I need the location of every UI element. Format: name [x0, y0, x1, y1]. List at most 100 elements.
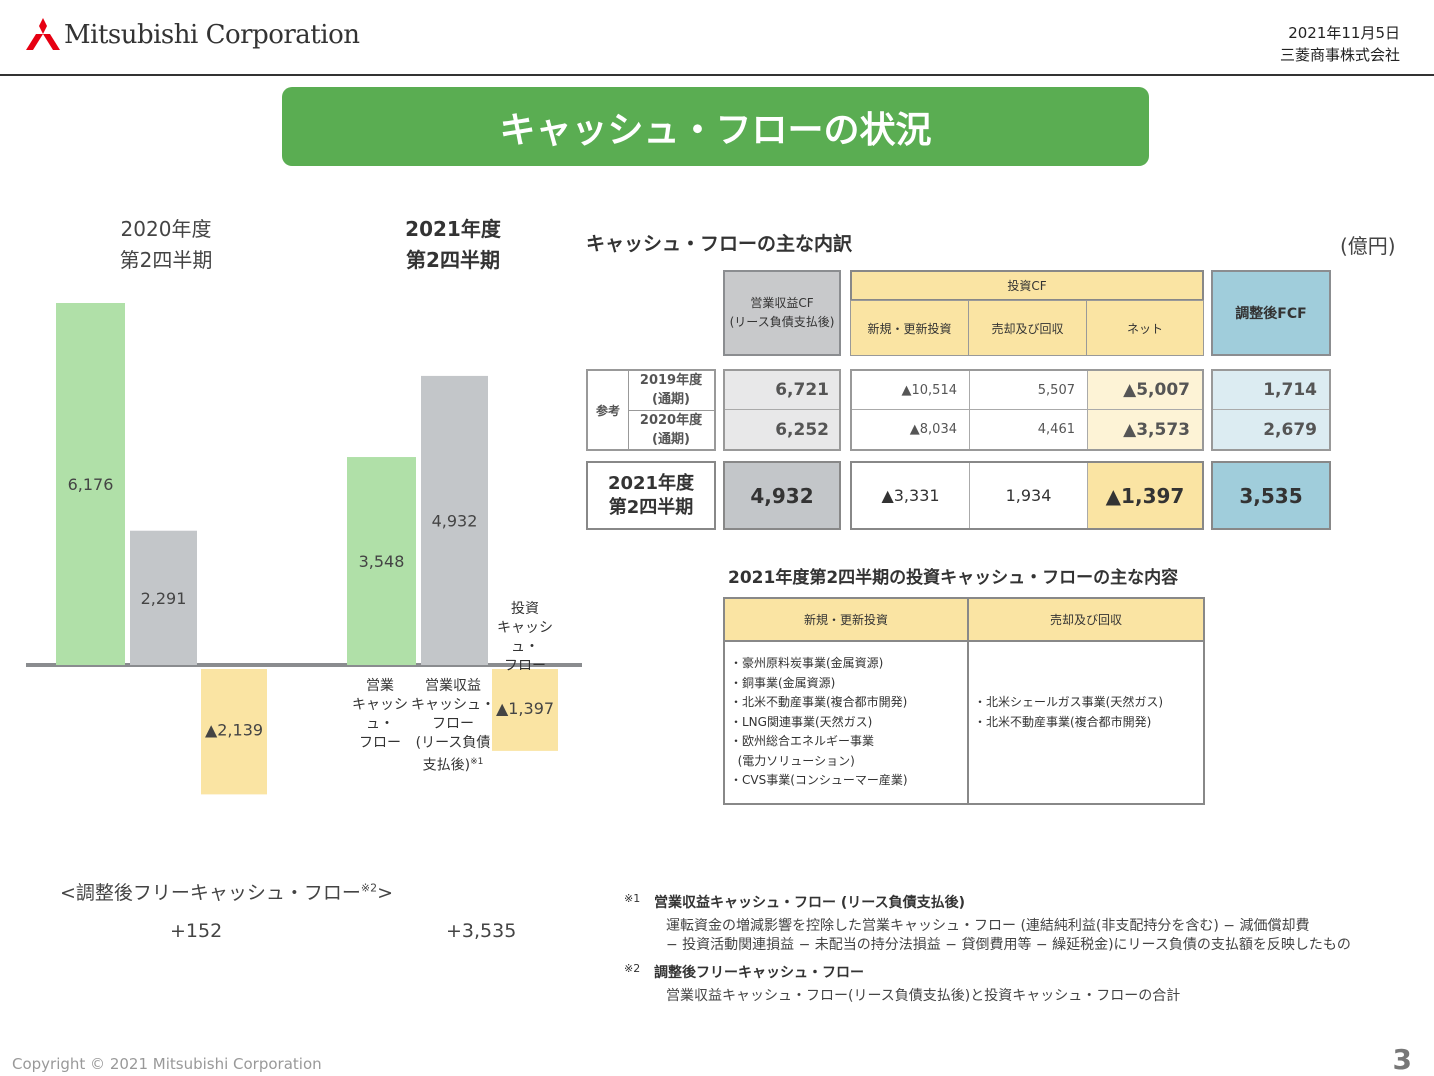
row-2019-label: 2019年度 (通期) — [628, 371, 714, 411]
page-number: 3 — [1392, 1043, 1412, 1076]
cash-flow-bar-chart: 6,176 2,291 ▲2,139 3,548 4,932 ▲1,397 — [26, 303, 582, 795]
note1-body: 運転資金の増減影響を控除した営業キャッシュ・フロー (連結純利益(非支配持分を含… — [666, 917, 1351, 955]
three-diamonds-logo-icon — [26, 18, 60, 50]
category-label-op-income-cf: 営業収益 キャッシュ・ フロー (リース負債 支払後)※1 — [408, 677, 498, 776]
header-adjusted-fcf: 調整後FCF — [1211, 270, 1331, 356]
row-2020-label1: 2020年度 — [639, 413, 703, 428]
data-label-0-1: 3,548 — [359, 552, 405, 571]
fcf-reference-box: 1,714 2,679 — [1211, 369, 1331, 451]
header-operating-income-cf: 営業収益CF (リース負債支払後) — [723, 270, 841, 356]
inv-sale-list: ・北米シェールガス事業(天然ガス) ・北米不動産事業(複合都市開発) — [974, 693, 1163, 732]
cat-inv-line2: キャッシュ・ — [497, 620, 553, 655]
net-current: ▲1,397 — [1088, 463, 1202, 528]
list-item: ・欧州総合エネルギー事業 — [730, 734, 875, 748]
sale-recovery-2019: 5,507 — [970, 371, 1088, 410]
note1-line1: 運転資金の増減影響を控除した営業キャッシュ・フロー (連結純利益(非支配持分を含… — [666, 918, 1310, 934]
cat-opi-line5-text: 支払後) — [422, 757, 471, 774]
bar-op-income-cf-1 — [421, 375, 488, 665]
page-header: Mitsubishi Corporation 2021年11月5日 三菱商事株式… — [0, 0, 1434, 76]
copyright-text: Copyright © 2021 Mitsubishi Corporation — [12, 1055, 322, 1073]
header-new-investment: 新規・更新投資 — [850, 300, 969, 356]
investments-title: 2021年度第2四半期の投資キャッシュ・フローの主な内容 — [728, 568, 1179, 588]
opcf-2020: 6,252 — [775, 419, 829, 440]
bar-investing-cf-1 — [492, 669, 558, 751]
fcf-current: 3,535 — [1211, 461, 1331, 530]
note2-body: 営業収益キャッシュ・フロー(リース負債支払後)と投資キャッシュ・フローの合計 — [666, 988, 1181, 1004]
row-2020-label2: (通期) — [652, 432, 690, 447]
page-title: キャッシュ・フローの状況 — [282, 87, 1149, 166]
breakdown-title: キャッシュ・フローの主な内訳 — [586, 233, 853, 255]
cat-inv-line1: 投資 — [511, 601, 539, 617]
cat-opi-line1: 営業収益 — [425, 678, 481, 694]
cat-opi-line5: 支払後)※1 — [408, 753, 498, 776]
category-label-investing-cf: 投資 キャッシュ・ フロー — [485, 600, 565, 676]
cat-opi-line2: キャッシュ・ — [411, 697, 495, 713]
cat-op-line2: キャッシュ・ — [352, 697, 408, 732]
inv-new-column: ・豪州原料炭事業(金属資源) ・銅事業(金属資源) ・北米不動産事業(複合都市開… — [725, 642, 969, 803]
list-item: ・北米シェールガス事業(天然ガス) — [974, 695, 1164, 709]
category-label-operating-cf: 営業 キャッシュ・ フロー — [343, 677, 417, 753]
cat-opi-line3: フロー — [432, 716, 474, 732]
inv-new-list: ・豪州原料炭事業(金属資源) ・銅事業(金属資源) ・北米不動産事業(複合都市開… — [730, 654, 908, 791]
data-label-0-0: 6,176 — [68, 475, 114, 494]
cat-op-line3: フロー — [359, 735, 401, 751]
list-item: ・北米不動産事業(複合都市開発) — [974, 714, 1152, 729]
company-name: 三菱商事株式会社 — [1279, 46, 1400, 64]
inv-header-sale: 売却及び回収 — [969, 599, 1203, 642]
investing-current-box: ▲3,331 1,934 ▲1,397 — [850, 461, 1204, 530]
period-2021-quarter: 第2四半期 — [406, 248, 500, 272]
opcf-2019: 6,721 — [725, 371, 839, 410]
net-2020: ▲3,573 — [1088, 410, 1202, 449]
header-sale-recovery: 売却及び回収 — [968, 300, 1087, 356]
bar-operating-cf-1 — [347, 457, 416, 665]
bar-operating-cf-0 — [56, 303, 125, 665]
list-item: ・CVS事業(コンシューマー産業) — [730, 773, 908, 787]
company-logo-text: Mitsubishi Corporation — [64, 20, 360, 50]
row-current-label1: 2021年度 — [607, 472, 695, 494]
period-label-2020: 2020年度 第2四半期 — [86, 214, 246, 276]
fcf-2019: 1,714 — [1213, 371, 1329, 410]
net-2019: ▲5,007 — [1088, 371, 1202, 410]
reference-label: 参考 — [588, 371, 629, 449]
list-item: ・LNG関連事業(天然ガス) — [730, 714, 873, 729]
header-divider — [0, 74, 1434, 76]
period-label-2021: 2021年度 第2四半期 — [373, 214, 533, 276]
note1-line2: − 投資活動関連損益 − 未配当の持分法損益 − 貸倒費用等 − 繰延税金)にリ… — [666, 937, 1351, 953]
row-current-label2: 第2四半期 — [608, 496, 694, 518]
header-investing-cf: 投資CF — [850, 270, 1204, 301]
fcf-title-text: <調整後フリーキャッシュ・フロー — [60, 882, 361, 904]
opcf-reference-box: 6,721 6,252 — [723, 369, 841, 451]
row-2019-label2: (通期) — [652, 392, 690, 407]
list-item: ・銅事業(金属資源) — [730, 675, 836, 690]
header-net: ネット — [1086, 300, 1204, 356]
header-opcf-line1: 営業収益CF — [750, 296, 814, 310]
note2-heading: 調整後フリーキャッシュ・フロー — [654, 965, 864, 981]
period-2020-year: 2020年度 — [120, 217, 212, 241]
sale-recovery-current: 1,934 — [970, 463, 1088, 528]
new-investment-2020: ▲8,034 — [852, 410, 970, 449]
fcf-title-close: > — [377, 882, 394, 904]
note1-mark: ※1 — [624, 892, 641, 905]
note2-mark: ※2 — [624, 962, 641, 975]
new-investment-current: ▲3,331 — [852, 463, 970, 528]
reference-rows-label-box: 参考 2019年度 (通期) 2020年度 (通期) — [586, 369, 716, 451]
period-2020-quarter: 第2四半期 — [119, 248, 213, 272]
unit-label: (億円) — [1340, 234, 1396, 258]
bar-op-income-cf-0 — [130, 530, 197, 665]
data-label-1-1: 4,932 — [432, 511, 478, 530]
cat-opi-note-mark: ※1 — [470, 757, 484, 767]
report-date: 2021年11月5日 — [1288, 24, 1400, 42]
new-investment-2019: ▲10,514 — [852, 371, 970, 410]
list-item: (電力ソリューション) — [730, 753, 855, 768]
cat-inv-line3: フロー — [504, 658, 546, 674]
fcf-note-mark: ※2 — [360, 881, 378, 895]
row-current-label: 2021年度 第2四半期 — [586, 461, 716, 530]
adjusted-fcf-title: <調整後フリーキャッシュ・フロー※2> — [60, 878, 393, 905]
adjusted-fcf-2020: +152 — [170, 920, 223, 942]
data-label-1-0: 2,291 — [141, 589, 187, 608]
row-2019-label1: 2019年度 — [639, 373, 703, 388]
period-2021-year: 2021年度 — [405, 217, 501, 241]
adjusted-fcf-2021: +3,535 — [446, 920, 517, 942]
opcf-current: 4,932 — [723, 461, 841, 530]
fcf-2020: 2,679 — [1263, 419, 1317, 440]
